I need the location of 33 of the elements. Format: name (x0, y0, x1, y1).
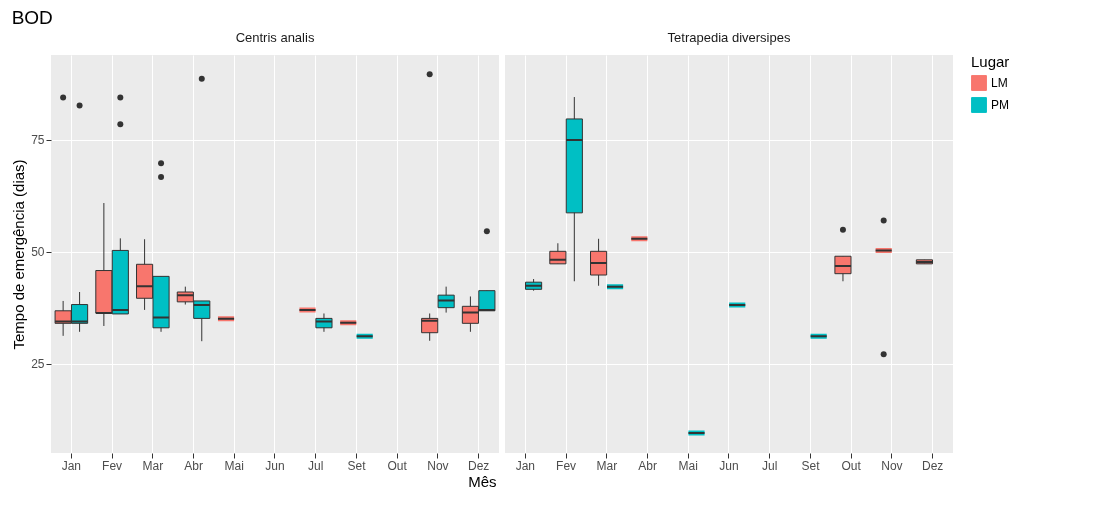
x-tick-label: Set (347, 458, 367, 473)
x-tick-label: Abr (638, 458, 657, 473)
x-tick-label: Nov (881, 458, 903, 473)
chart-subtitle: Tetrapedia diversipes (667, 30, 791, 45)
x-tick-label: Mai (224, 458, 244, 473)
x-tick-label: Jun (265, 458, 285, 473)
chart-title: BOD (11, 7, 53, 28)
x-tick-label: Jun (719, 458, 739, 473)
x-tick-label: Out (841, 458, 862, 473)
x-tick-label: Jan (61, 458, 82, 473)
x-tick-label: Dez (921, 458, 944, 473)
x-tick-label: Mar (142, 458, 164, 473)
x-tick-label: Nov (427, 458, 449, 473)
x-tick-label: Fev (556, 458, 577, 473)
x-tick-label: Jan (515, 458, 536, 473)
x-tick-label: Fev (102, 458, 123, 473)
x-tick-label: Jul (308, 458, 324, 473)
x-tick-label: Mai (678, 458, 698, 473)
legend-label: PM (991, 98, 1009, 112)
x-tick-label: Dez (467, 458, 490, 473)
legend-label: LM (991, 76, 1008, 90)
x-tick-label: Out (387, 458, 408, 473)
x-tick-label: Set (801, 458, 821, 473)
legend-title: Lugar (971, 53, 1010, 70)
x-tick-label: Mar (596, 458, 618, 473)
x-tick-label: Abr (184, 458, 203, 473)
y-axis-title: Tempo de emergência (dias) (10, 159, 28, 350)
y-tick-label: 75 (31, 133, 45, 148)
chart-subtitle: Centris analis (235, 30, 315, 45)
y-tick-label: 50 (31, 245, 45, 260)
x-axis-title: Mês (468, 473, 497, 490)
x-tick-label: Jul (762, 458, 778, 473)
y-tick-label: 25 (31, 357, 45, 372)
